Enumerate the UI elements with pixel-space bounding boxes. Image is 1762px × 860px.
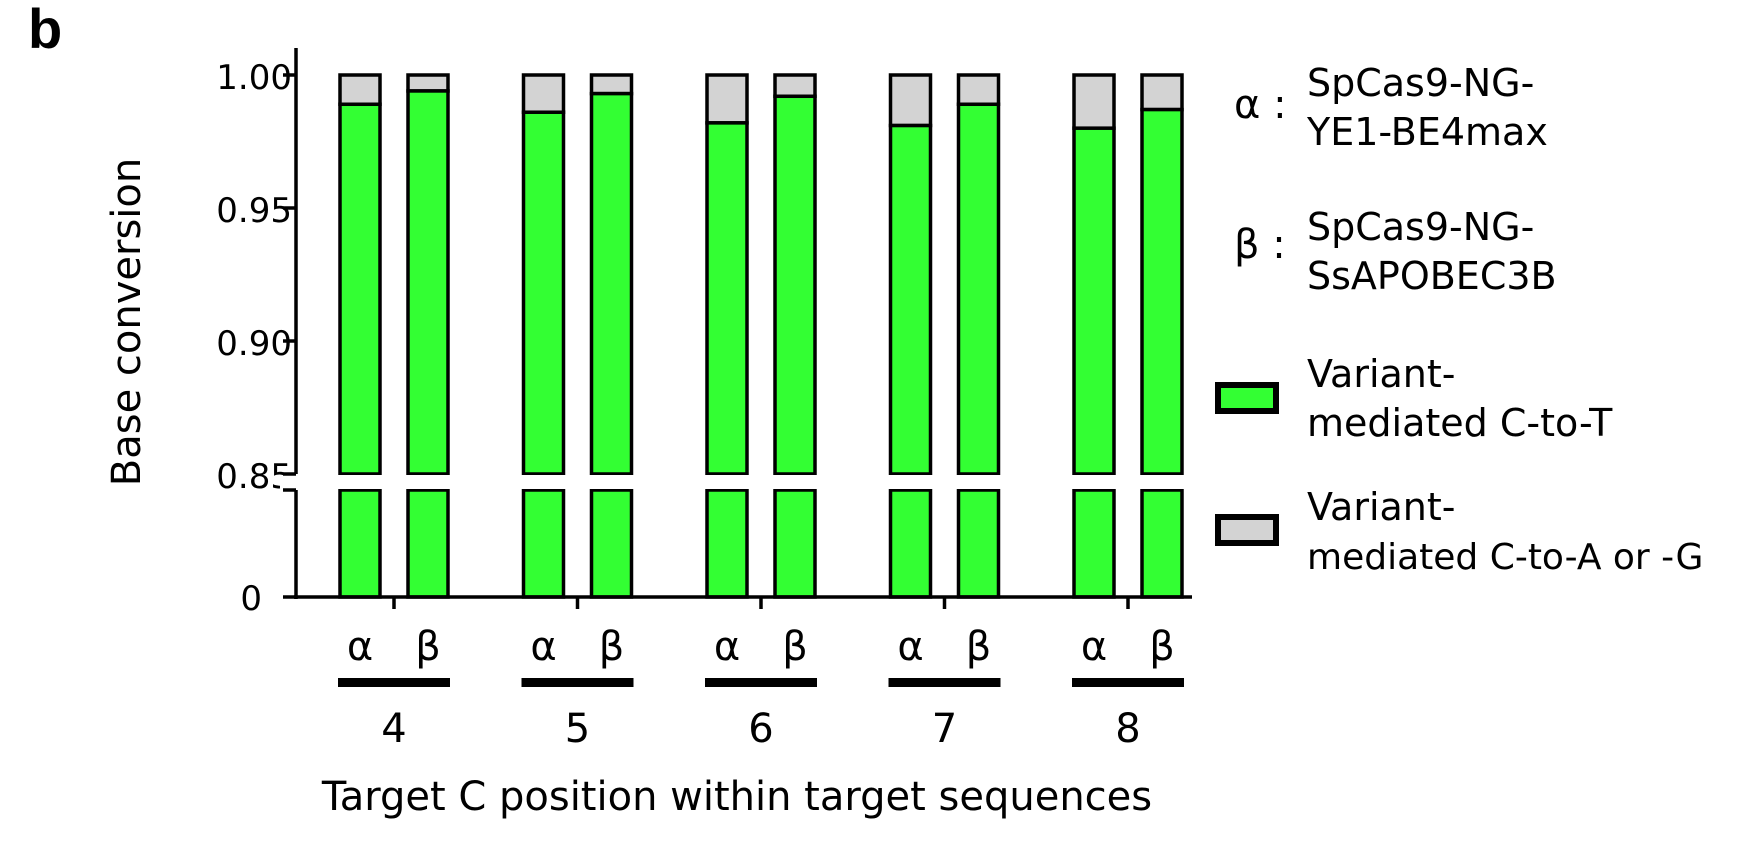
legend-alpha-line1: SpCas9-NG- bbox=[1307, 61, 1534, 105]
legend-alpha-symbol: α : bbox=[1234, 82, 1287, 128]
bar-gray-pos8-beta bbox=[1140, 73, 1184, 112]
y-tick-label-085: 0.85 bbox=[216, 457, 292, 497]
legend-alpha-line2: YE1-BE4max bbox=[1306, 110, 1548, 154]
bar-green-lower-pos8-beta bbox=[1140, 488, 1184, 599]
bar-green-pos7-alpha bbox=[888, 123, 933, 476]
x-tick-label-7: 7 bbox=[932, 706, 957, 752]
y-tick-label-0: 0 bbox=[240, 579, 262, 619]
group-underline-4 bbox=[338, 678, 450, 687]
panel-label: b bbox=[28, 0, 62, 60]
axes-layer bbox=[280, 48, 1200, 609]
bar-label-beta-5: β bbox=[599, 624, 625, 670]
y-tick-label-090: 0.90 bbox=[216, 324, 292, 364]
legend-beta-symbol: β : bbox=[1234, 222, 1286, 268]
bar-label-alpha-5: α bbox=[530, 624, 556, 670]
x-tick-label-8: 8 bbox=[1115, 706, 1140, 752]
bar-gray-pos7-alpha bbox=[888, 73, 933, 128]
x-axis-label: Target C position within target sequence… bbox=[321, 774, 1152, 820]
bar-green-pos7-beta bbox=[956, 102, 1001, 476]
legend-beta-line1: SpCas9-NG- bbox=[1307, 205, 1534, 249]
legend-gray-line1: Variant- bbox=[1307, 485, 1456, 529]
bar-label-beta-4: β bbox=[415, 624, 441, 670]
bar-gray-pos6-alpha bbox=[705, 73, 749, 125]
group-underline-8 bbox=[1072, 678, 1184, 687]
y-tick-label-100: 1.00 bbox=[216, 58, 292, 98]
bar-gray-pos4-alpha bbox=[338, 73, 382, 107]
bar-green-lower-pos8-alpha bbox=[1072, 488, 1116, 599]
y-axis-label: Base conversion bbox=[104, 158, 150, 486]
bar-green-lower-pos6-beta bbox=[773, 488, 817, 599]
bar-green-pos4-beta bbox=[406, 89, 450, 476]
bar-green-lower-pos7-beta bbox=[956, 488, 1001, 599]
bar-label-beta-7: β bbox=[966, 624, 992, 670]
x-tick-label-4: 4 bbox=[381, 706, 406, 752]
bar-green-lower-pos4-alpha bbox=[338, 488, 382, 599]
x-labels-layer: α β4α β5α β6α β7α β8 bbox=[338, 624, 1184, 752]
group-underline-5 bbox=[521, 678, 634, 687]
bar-label-beta-6: β bbox=[782, 624, 808, 670]
bar-green-pos6-alpha bbox=[705, 121, 749, 476]
bar-gray-pos5-beta bbox=[589, 73, 634, 96]
bar-label-alpha-6: α bbox=[714, 624, 740, 670]
bars-layer bbox=[338, 73, 1184, 599]
bar-gray-pos8-alpha bbox=[1072, 73, 1116, 130]
bar-green-pos4-alpha bbox=[338, 102, 382, 476]
bar-green-pos5-beta bbox=[589, 91, 634, 476]
axis-break-gap bbox=[280, 475, 1200, 489]
bar-green-pos6-beta bbox=[773, 94, 817, 476]
legend-beta-line2: SsAPOBEC3B bbox=[1307, 254, 1557, 298]
bar-gray-pos6-beta bbox=[773, 73, 817, 99]
bar-green-pos8-beta bbox=[1140, 107, 1184, 476]
bar-green-lower-pos7-alpha bbox=[888, 488, 933, 599]
x-tick-label-5: 5 bbox=[565, 706, 590, 752]
bar-gray-pos7-beta bbox=[956, 73, 1001, 107]
bar-green-lower-pos5-beta bbox=[589, 488, 634, 599]
legend-swatch-c-to-t bbox=[1215, 382, 1279, 414]
bar-gray-pos5-alpha bbox=[521, 73, 566, 114]
y-tick-label-095: 0.95 bbox=[216, 191, 292, 231]
legend-gray-line2: mediated C-to-A or -G bbox=[1307, 537, 1703, 578]
legend-swatch-c-to-a-or-g bbox=[1215, 514, 1279, 546]
bar-label-beta-8: β bbox=[1149, 624, 1175, 670]
group-underline-6 bbox=[705, 678, 817, 687]
bar-gray-pos4-beta bbox=[406, 73, 450, 93]
legend-green-line1: Variant- bbox=[1307, 352, 1456, 396]
bar-green-lower-pos5-alpha bbox=[521, 488, 566, 599]
bar-green-lower-pos4-beta bbox=[406, 488, 450, 599]
group-underline-7 bbox=[888, 678, 1001, 687]
bar-label-alpha-7: α bbox=[897, 624, 923, 670]
legend: α : SpCas9-NG- YE1-BE4max β : SpCas9-NG-… bbox=[1215, 61, 1703, 578]
bar-green-pos8-alpha bbox=[1072, 126, 1116, 476]
legend-green-line2: mediated C-to-T bbox=[1307, 401, 1613, 445]
bar-green-lower-pos6-alpha bbox=[705, 488, 749, 599]
bar-label-alpha-8: α bbox=[1081, 624, 1107, 670]
bar-label-alpha-4: α bbox=[347, 624, 373, 670]
bar-green-pos5-alpha bbox=[521, 110, 566, 476]
x-tick-label-6: 6 bbox=[748, 706, 773, 752]
